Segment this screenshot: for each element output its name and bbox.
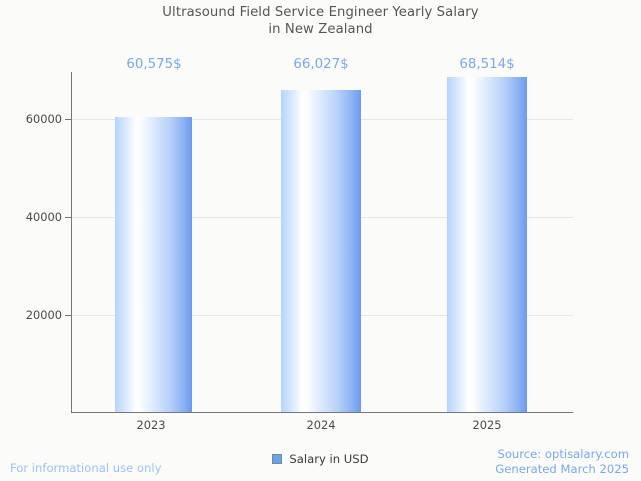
source-attribution: Source: optisalary.com Generated March 2…	[495, 447, 629, 477]
bar-2024[interactable]	[281, 90, 361, 412]
ytick-label-40000: 40000	[25, 210, 62, 224]
xtick-label-2024: 2024	[306, 418, 336, 432]
chart-legend: Salary in USD	[0, 452, 641, 466]
tick-mark-60000	[65, 119, 72, 120]
tick-mark-40000	[65, 217, 72, 218]
source-text: Source: optisalary.com	[497, 447, 629, 461]
legend-swatch-icon[interactable]	[272, 454, 283, 464]
generated-date-text: Generated March 2025	[495, 462, 629, 476]
data-label-2023: 60,575$	[126, 57, 182, 72]
xtick-label-2023: 2023	[136, 418, 166, 432]
disclaimer-text: For informational use only	[10, 461, 162, 475]
ytick-label-20000: 20000	[25, 308, 62, 322]
bar-2025[interactable]	[447, 77, 527, 412]
chart-title-line-2: in New Zealand	[268, 22, 373, 37]
data-label-2025: 68,514$	[459, 57, 515, 72]
data-label-2024: 66,027$	[293, 57, 349, 72]
legend-item-label[interactable]: Salary in USD	[289, 452, 369, 466]
chart-title-line-1: Ultrasound Field Service Engineer Yearly…	[162, 5, 479, 20]
y-axis	[71, 72, 72, 413]
ytick-label-60000: 60000	[25, 112, 62, 126]
x-axis	[71, 412, 573, 413]
page-title: Ultrasound Field Service Engineer Yearly…	[0, 4, 641, 38]
xtick-label-2025: 2025	[472, 418, 502, 432]
tick-mark-20000	[65, 315, 72, 316]
bar-2023[interactable]	[115, 117, 192, 412]
